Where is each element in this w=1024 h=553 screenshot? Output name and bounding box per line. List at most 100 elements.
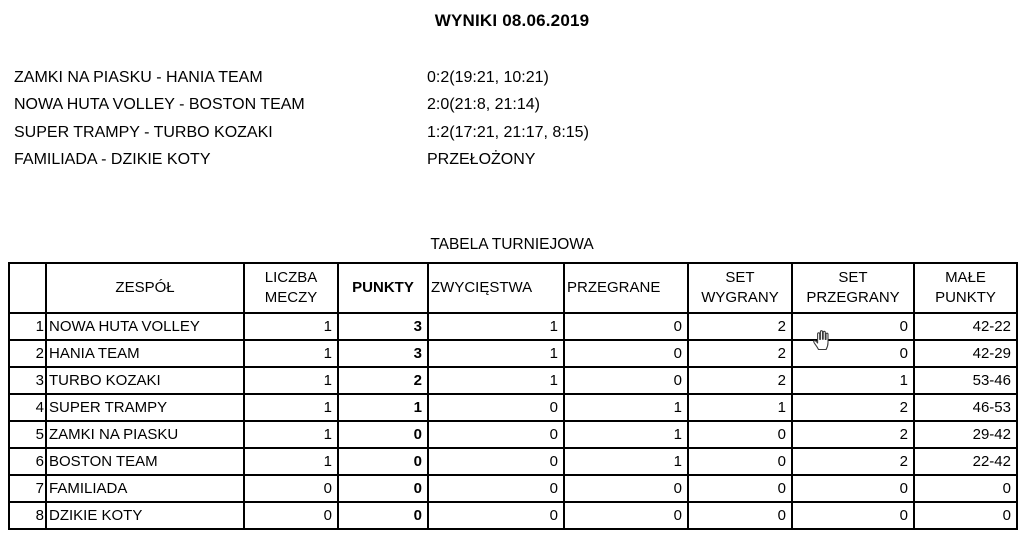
small-points-cell: 46-53 — [913, 393, 1018, 422]
matches-cell: 1 — [243, 312, 339, 341]
small-points-cell: 22-42 — [913, 447, 1018, 476]
match-score: 1:2(17:21, 21:17, 8:15) — [427, 123, 589, 141]
match-teams: FAMILIADA - DZIKIE KOTY — [14, 151, 211, 169]
match-results-list: ZAMKI NA PIASKU - HANIA TEAM 0:2(19:21, … — [14, 64, 589, 174]
wins-cell: 0 — [427, 393, 565, 422]
sets-lost-cell: 0 — [791, 501, 915, 530]
match-teams: NOWA HUTA VOLLEY - BOSTON TEAM — [14, 96, 305, 114]
header-losses: PRZEGRANE — [563, 262, 689, 314]
losses-cell: 1 — [563, 447, 689, 476]
sets-lost-cell: 1 — [791, 366, 915, 395]
losses-cell: 0 — [563, 339, 689, 368]
header-team: ZESPÓŁ — [45, 262, 245, 314]
wins-cell: 1 — [427, 312, 565, 341]
sets-won-cell: 0 — [687, 420, 793, 449]
losses-cell: 0 — [563, 501, 689, 530]
sets-won-cell: 0 — [687, 501, 793, 530]
sets-lost-cell: 2 — [791, 447, 915, 476]
points-cell: 0 — [337, 501, 429, 530]
header-sets-won: SET WYGRANY — [687, 262, 793, 314]
rank-cell: 2 — [8, 339, 47, 368]
sets-won-cell: 2 — [687, 312, 793, 341]
losses-cell: 0 — [563, 474, 689, 503]
header-sets-lost: SET PRZEGRANY — [791, 262, 915, 314]
table-row: 4 SUPER TRAMPY 1 1 0 1 1 2 46-53 — [8, 393, 1018, 422]
sets-won-cell: 2 — [687, 339, 793, 368]
losses-cell: 1 — [563, 393, 689, 422]
wins-cell: 1 — [427, 339, 565, 368]
results-title: WYNIKI 08.06.2019 — [434, 11, 590, 30]
rank-cell: 1 — [8, 312, 47, 341]
wins-cell: 0 — [427, 420, 565, 449]
match-teams: ZAMKI NA PIASKU - HANIA TEAM — [14, 68, 263, 86]
points-cell: 3 — [337, 312, 429, 341]
rank-cell: 7 — [8, 474, 47, 503]
match-teams: SUPER TRAMPY - TURBO KOZAKI — [14, 123, 273, 141]
points-cell: 2 — [337, 366, 429, 395]
team-cell: BOSTON TEAM — [45, 447, 245, 476]
sets-won-cell: 2 — [687, 366, 793, 395]
small-points-cell: 29-42 — [913, 420, 1018, 449]
table-row: 8 DZIKIE KOTY 0 0 0 0 0 0 0 — [8, 501, 1018, 530]
sets-lost-cell: 2 — [791, 420, 915, 449]
match-result-row: ZAMKI NA PIASKU - HANIA TEAM 0:2(19:21, … — [14, 64, 589, 92]
points-cell: 3 — [337, 339, 429, 368]
header-rank — [8, 262, 47, 314]
small-points-cell: 42-29 — [913, 339, 1018, 368]
sets-lost-cell: 0 — [791, 339, 915, 368]
matches-cell: 0 — [243, 501, 339, 530]
wins-cell: 0 — [427, 474, 565, 503]
points-cell: 0 — [337, 474, 429, 503]
table-row: 3 TURBO KOZAKI 1 2 1 0 2 1 53-46 — [8, 366, 1018, 395]
sets-lost-cell: 0 — [791, 474, 915, 503]
wins-cell: 1 — [427, 366, 565, 395]
table-row: 1 NOWA HUTA VOLLEY 1 3 1 0 2 0 42-22 — [8, 312, 1018, 341]
small-points-cell: 0 — [913, 474, 1018, 503]
matches-cell: 1 — [243, 420, 339, 449]
team-cell: NOWA HUTA VOLLEY — [45, 312, 245, 341]
match-score: 2:0(21:8, 21:14) — [427, 96, 540, 114]
rank-cell: 3 — [8, 366, 47, 395]
tournament-table: ZESPÓŁ LICZBA MECZY PUNKTY ZWYCIĘSTWA PR… — [8, 262, 1018, 530]
matches-cell: 0 — [243, 474, 339, 503]
match-score: PRZEŁOŻONY — [427, 151, 536, 169]
losses-cell: 0 — [563, 366, 689, 395]
matches-cell: 1 — [243, 366, 339, 395]
table-row: 7 FAMILIADA 0 0 0 0 0 0 0 — [8, 474, 1018, 503]
table-row: 5 ZAMKI NA PIASKU 1 0 0 1 0 2 29-42 — [8, 420, 1018, 449]
points-cell: 1 — [337, 393, 429, 422]
team-cell: HANIA TEAM — [45, 339, 245, 368]
matches-cell: 1 — [243, 339, 339, 368]
header-small-points: MAŁE PUNKTY — [913, 262, 1018, 314]
sets-lost-cell: 0 — [791, 312, 915, 341]
rank-cell: 4 — [8, 393, 47, 422]
rank-cell: 8 — [8, 501, 47, 530]
team-cell: FAMILIADA — [45, 474, 245, 503]
header-points: PUNKTY — [337, 262, 429, 314]
small-points-cell: 0 — [913, 501, 1018, 530]
losses-cell: 1 — [563, 420, 689, 449]
table-title: TABELA TURNIEJOWA — [430, 236, 594, 253]
match-result-row: SUPER TRAMPY - TURBO KOZAKI 1:2(17:21, 2… — [14, 119, 589, 147]
sets-won-cell: 1 — [687, 393, 793, 422]
match-score: 0:2(19:21, 10:21) — [427, 68, 549, 86]
points-cell: 0 — [337, 420, 429, 449]
rank-cell: 6 — [8, 447, 47, 476]
match-result-row: NOWA HUTA VOLLEY - BOSTON TEAM 2:0(21:8,… — [14, 92, 589, 120]
sets-won-cell: 0 — [687, 474, 793, 503]
team-cell: DZIKIE KOTY — [45, 501, 245, 530]
points-cell: 0 — [337, 447, 429, 476]
small-points-cell: 53-46 — [913, 366, 1018, 395]
small-points-cell: 42-22 — [913, 312, 1018, 341]
team-cell: ZAMKI NA PIASKU — [45, 420, 245, 449]
team-cell: SUPER TRAMPY — [45, 393, 245, 422]
table-row: 6 BOSTON TEAM 1 0 0 1 0 2 22-42 — [8, 447, 1018, 476]
matches-cell: 1 — [243, 447, 339, 476]
losses-cell: 0 — [563, 312, 689, 341]
table-header-row: ZESPÓŁ LICZBA MECZY PUNKTY ZWYCIĘSTWA PR… — [8, 262, 1018, 314]
matches-cell: 1 — [243, 393, 339, 422]
sets-lost-cell: 2 — [791, 393, 915, 422]
sets-won-cell: 0 — [687, 447, 793, 476]
team-cell: TURBO KOZAKI — [45, 366, 245, 395]
